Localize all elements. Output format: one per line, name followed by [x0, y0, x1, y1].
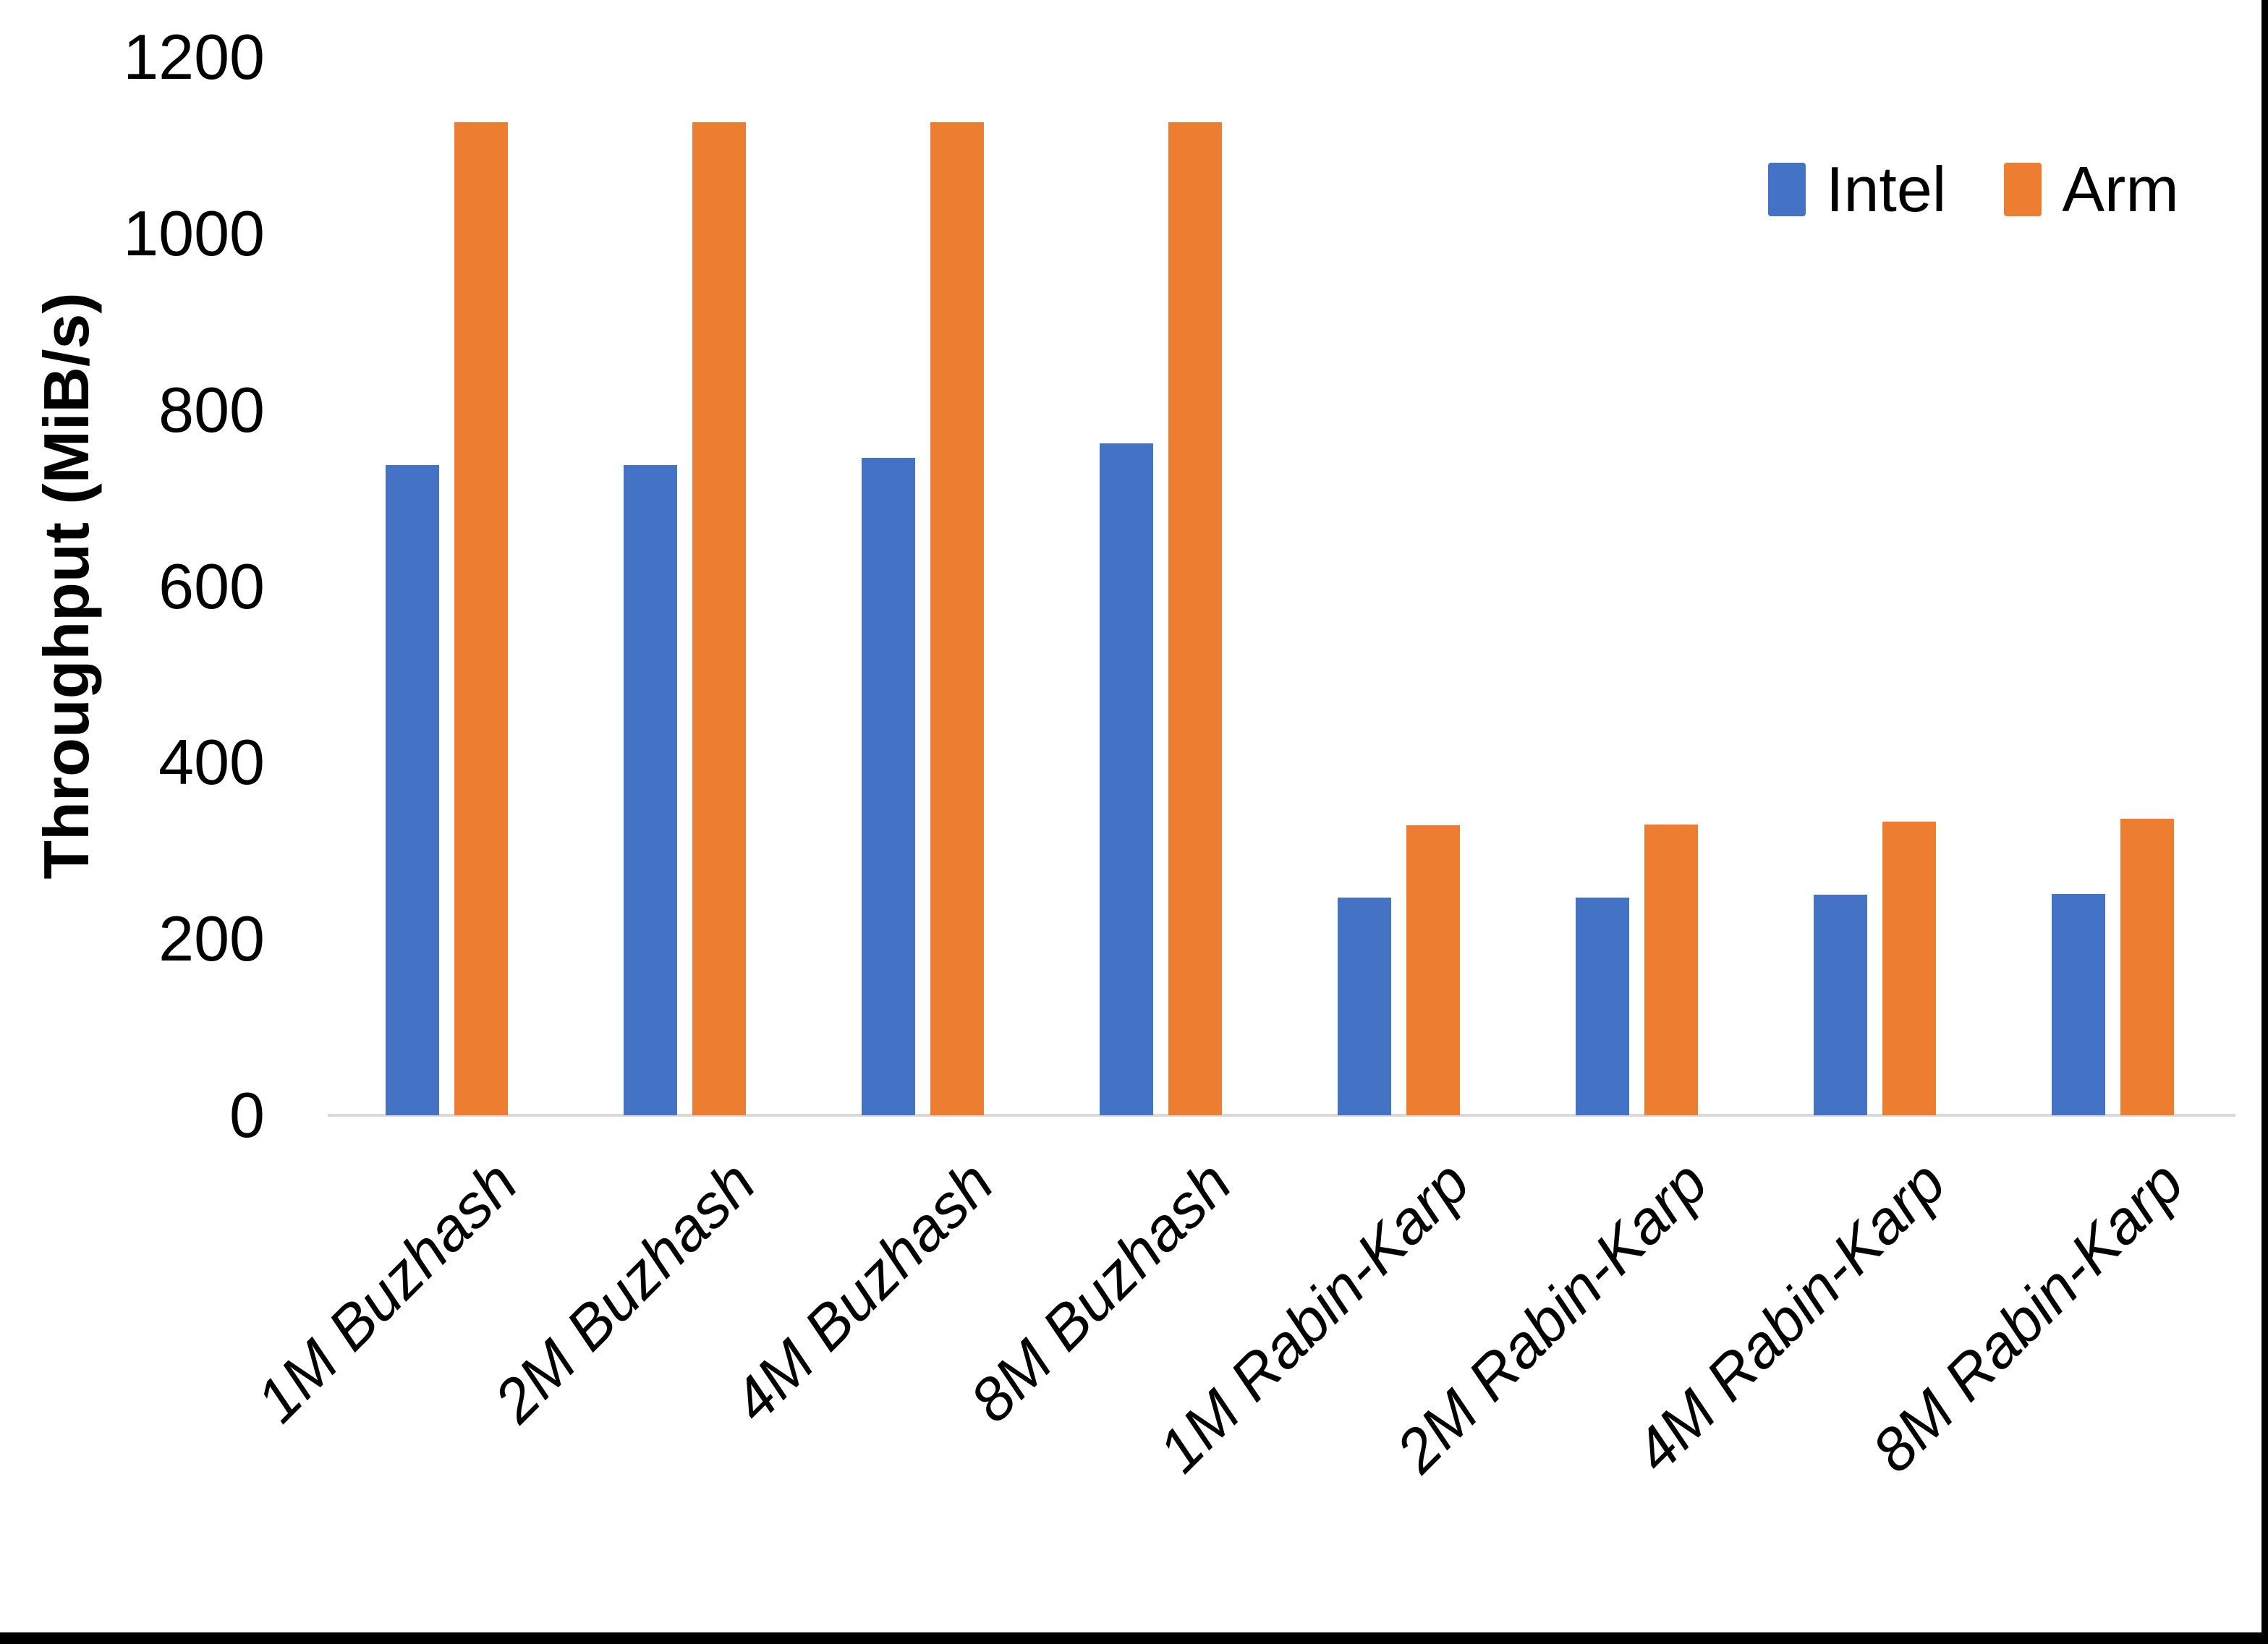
bar-arm-1 — [454, 122, 508, 1115]
legend-label: Arm — [2062, 153, 2179, 225]
bar-arm-7 — [1882, 822, 1936, 1115]
y-tick-label: 800 — [158, 373, 265, 446]
bar-intel-8 — [2052, 894, 2105, 1115]
bar-arm-2 — [692, 122, 746, 1115]
y-tick-label: 200 — [158, 903, 265, 975]
legend-item-arm: Arm — [2004, 153, 2179, 226]
bar-intel-1 — [386, 465, 439, 1115]
bar-arm-6 — [1644, 825, 1698, 1115]
y-tick-label: 0 — [229, 1079, 265, 1151]
legend-swatch-intel — [1768, 163, 1806, 216]
legend-item-intel: Intel — [1768, 153, 1946, 226]
x-axis-line — [328, 1114, 2235, 1117]
bar-intel-2 — [624, 465, 677, 1115]
bar-intel-6 — [1576, 898, 1629, 1115]
bar-arm-3 — [930, 122, 984, 1115]
y-tick-label: 1200 — [123, 21, 265, 93]
y-tick-label: 400 — [158, 726, 265, 798]
screenshot-right-border — [2261, 0, 2268, 1644]
bar-intel-7 — [1814, 895, 1867, 1115]
y-tick-label: 600 — [158, 550, 265, 622]
bar-intel-3 — [862, 458, 915, 1115]
bar-intel-4 — [1100, 443, 1153, 1115]
bar-intel-5 — [1338, 898, 1391, 1115]
bar-arm-8 — [2120, 819, 2174, 1115]
legend-label: Intel — [1826, 153, 1947, 225]
screenshot-bottom-border — [0, 1632, 2268, 1644]
bar-arm-5 — [1406, 825, 1460, 1115]
legend: Intel Arm — [1768, 153, 2179, 226]
y-tick-label: 1000 — [123, 197, 265, 269]
legend-swatch-arm — [2004, 163, 2042, 216]
plot-area — [328, 57, 2235, 1115]
bar-arm-4 — [1168, 122, 1222, 1115]
